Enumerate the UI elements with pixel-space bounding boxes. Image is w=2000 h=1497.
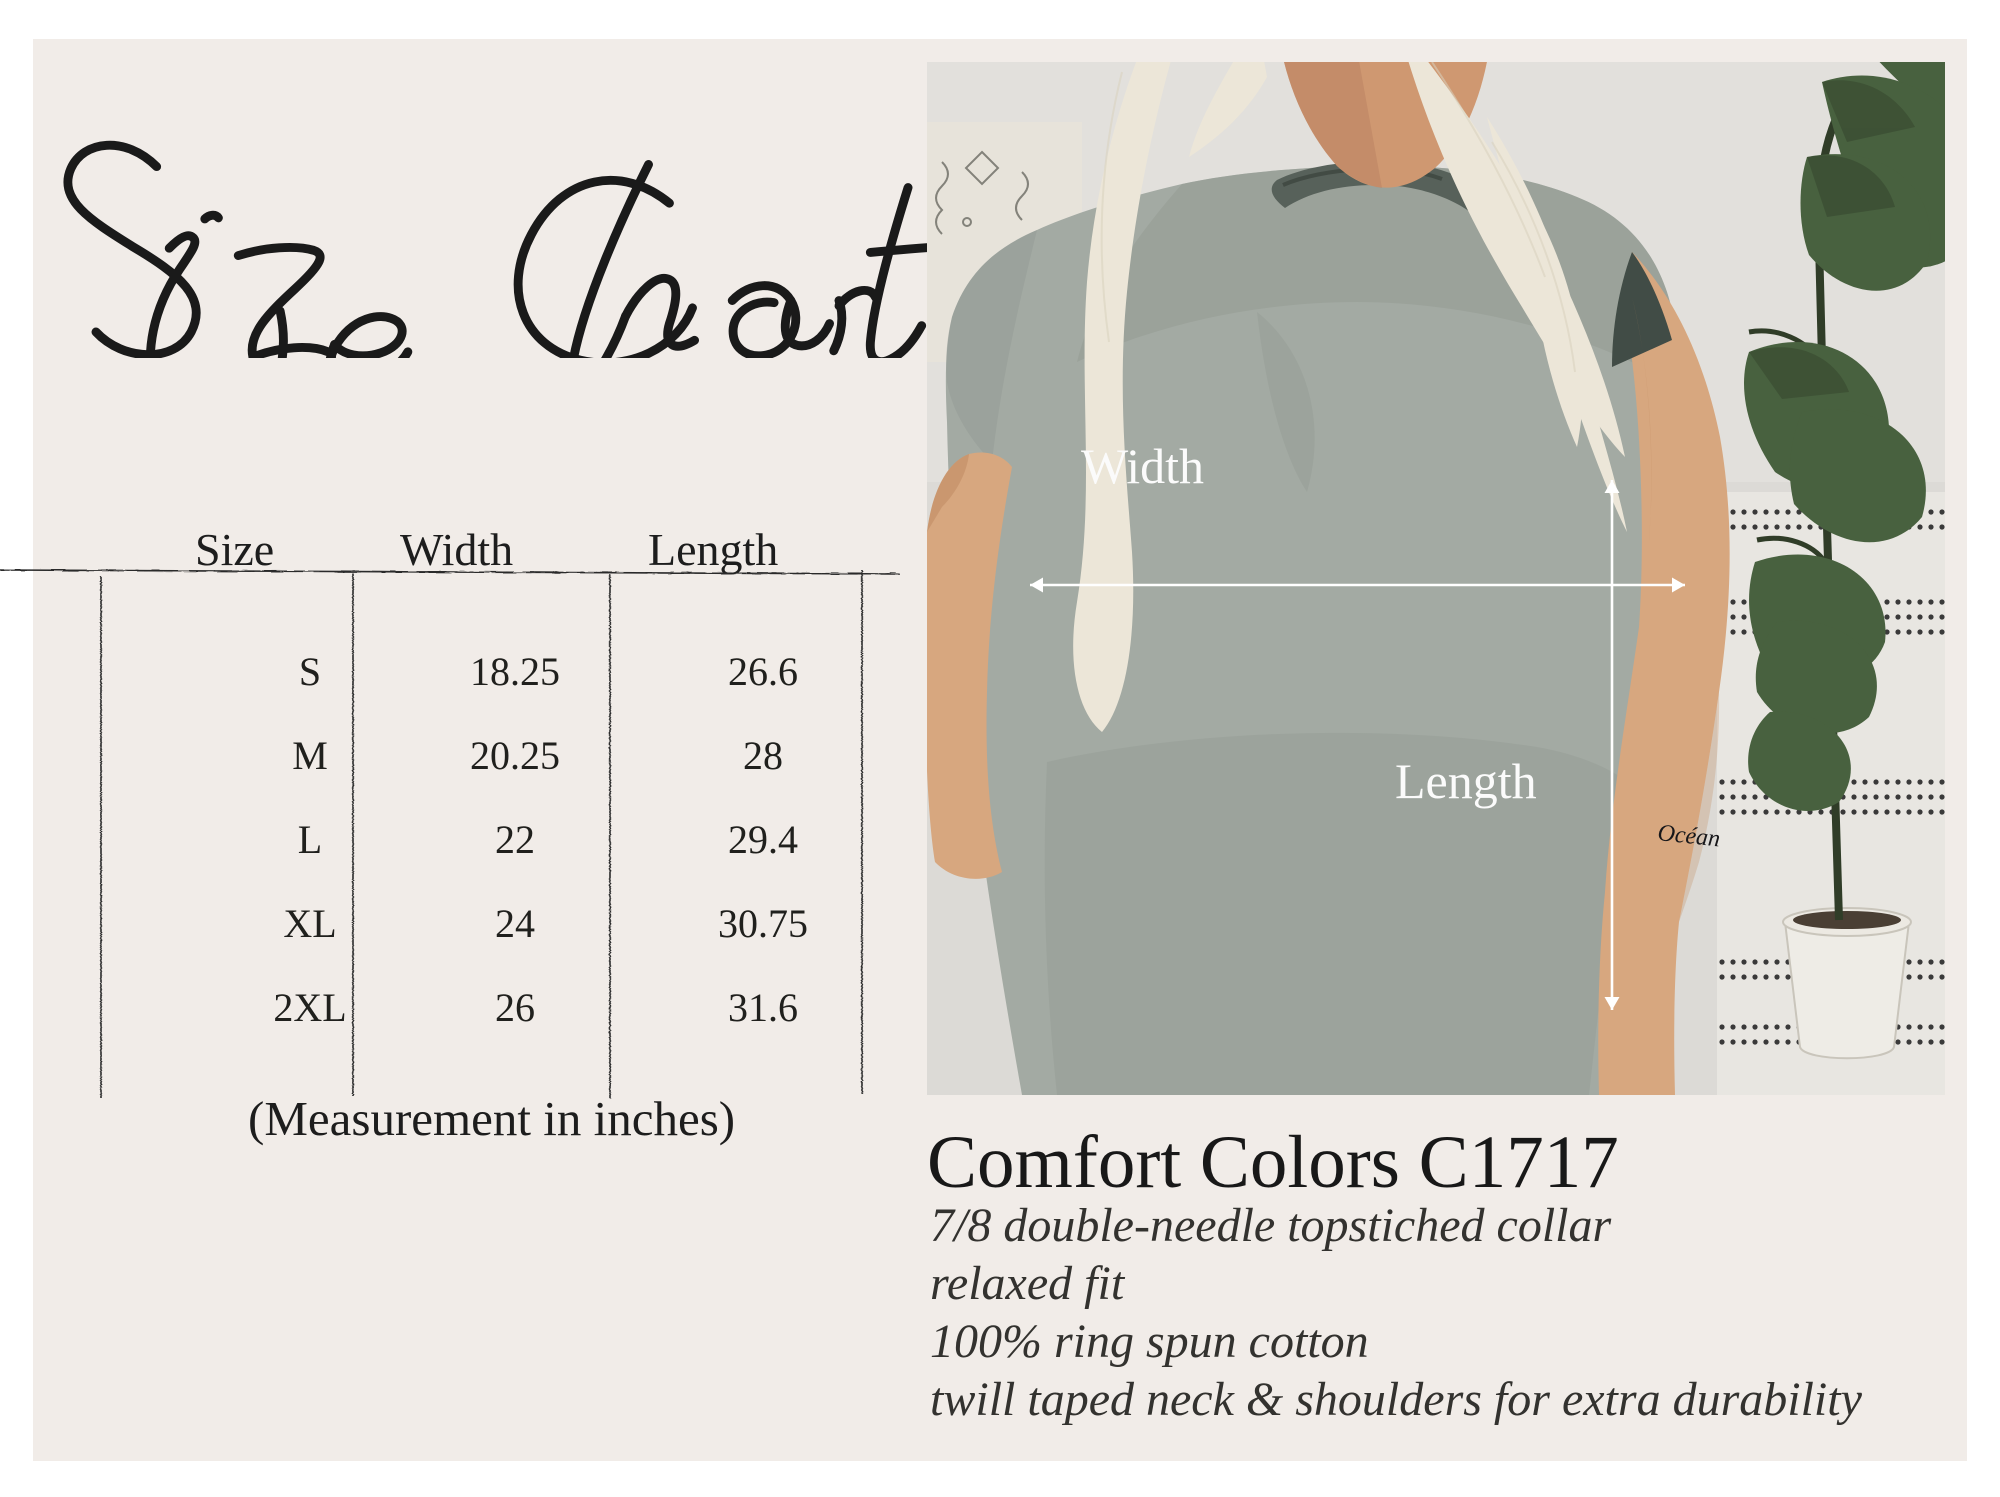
svg-text:Width: Width [1081, 438, 1204, 494]
svg-text:Length: Length [1395, 753, 1537, 809]
